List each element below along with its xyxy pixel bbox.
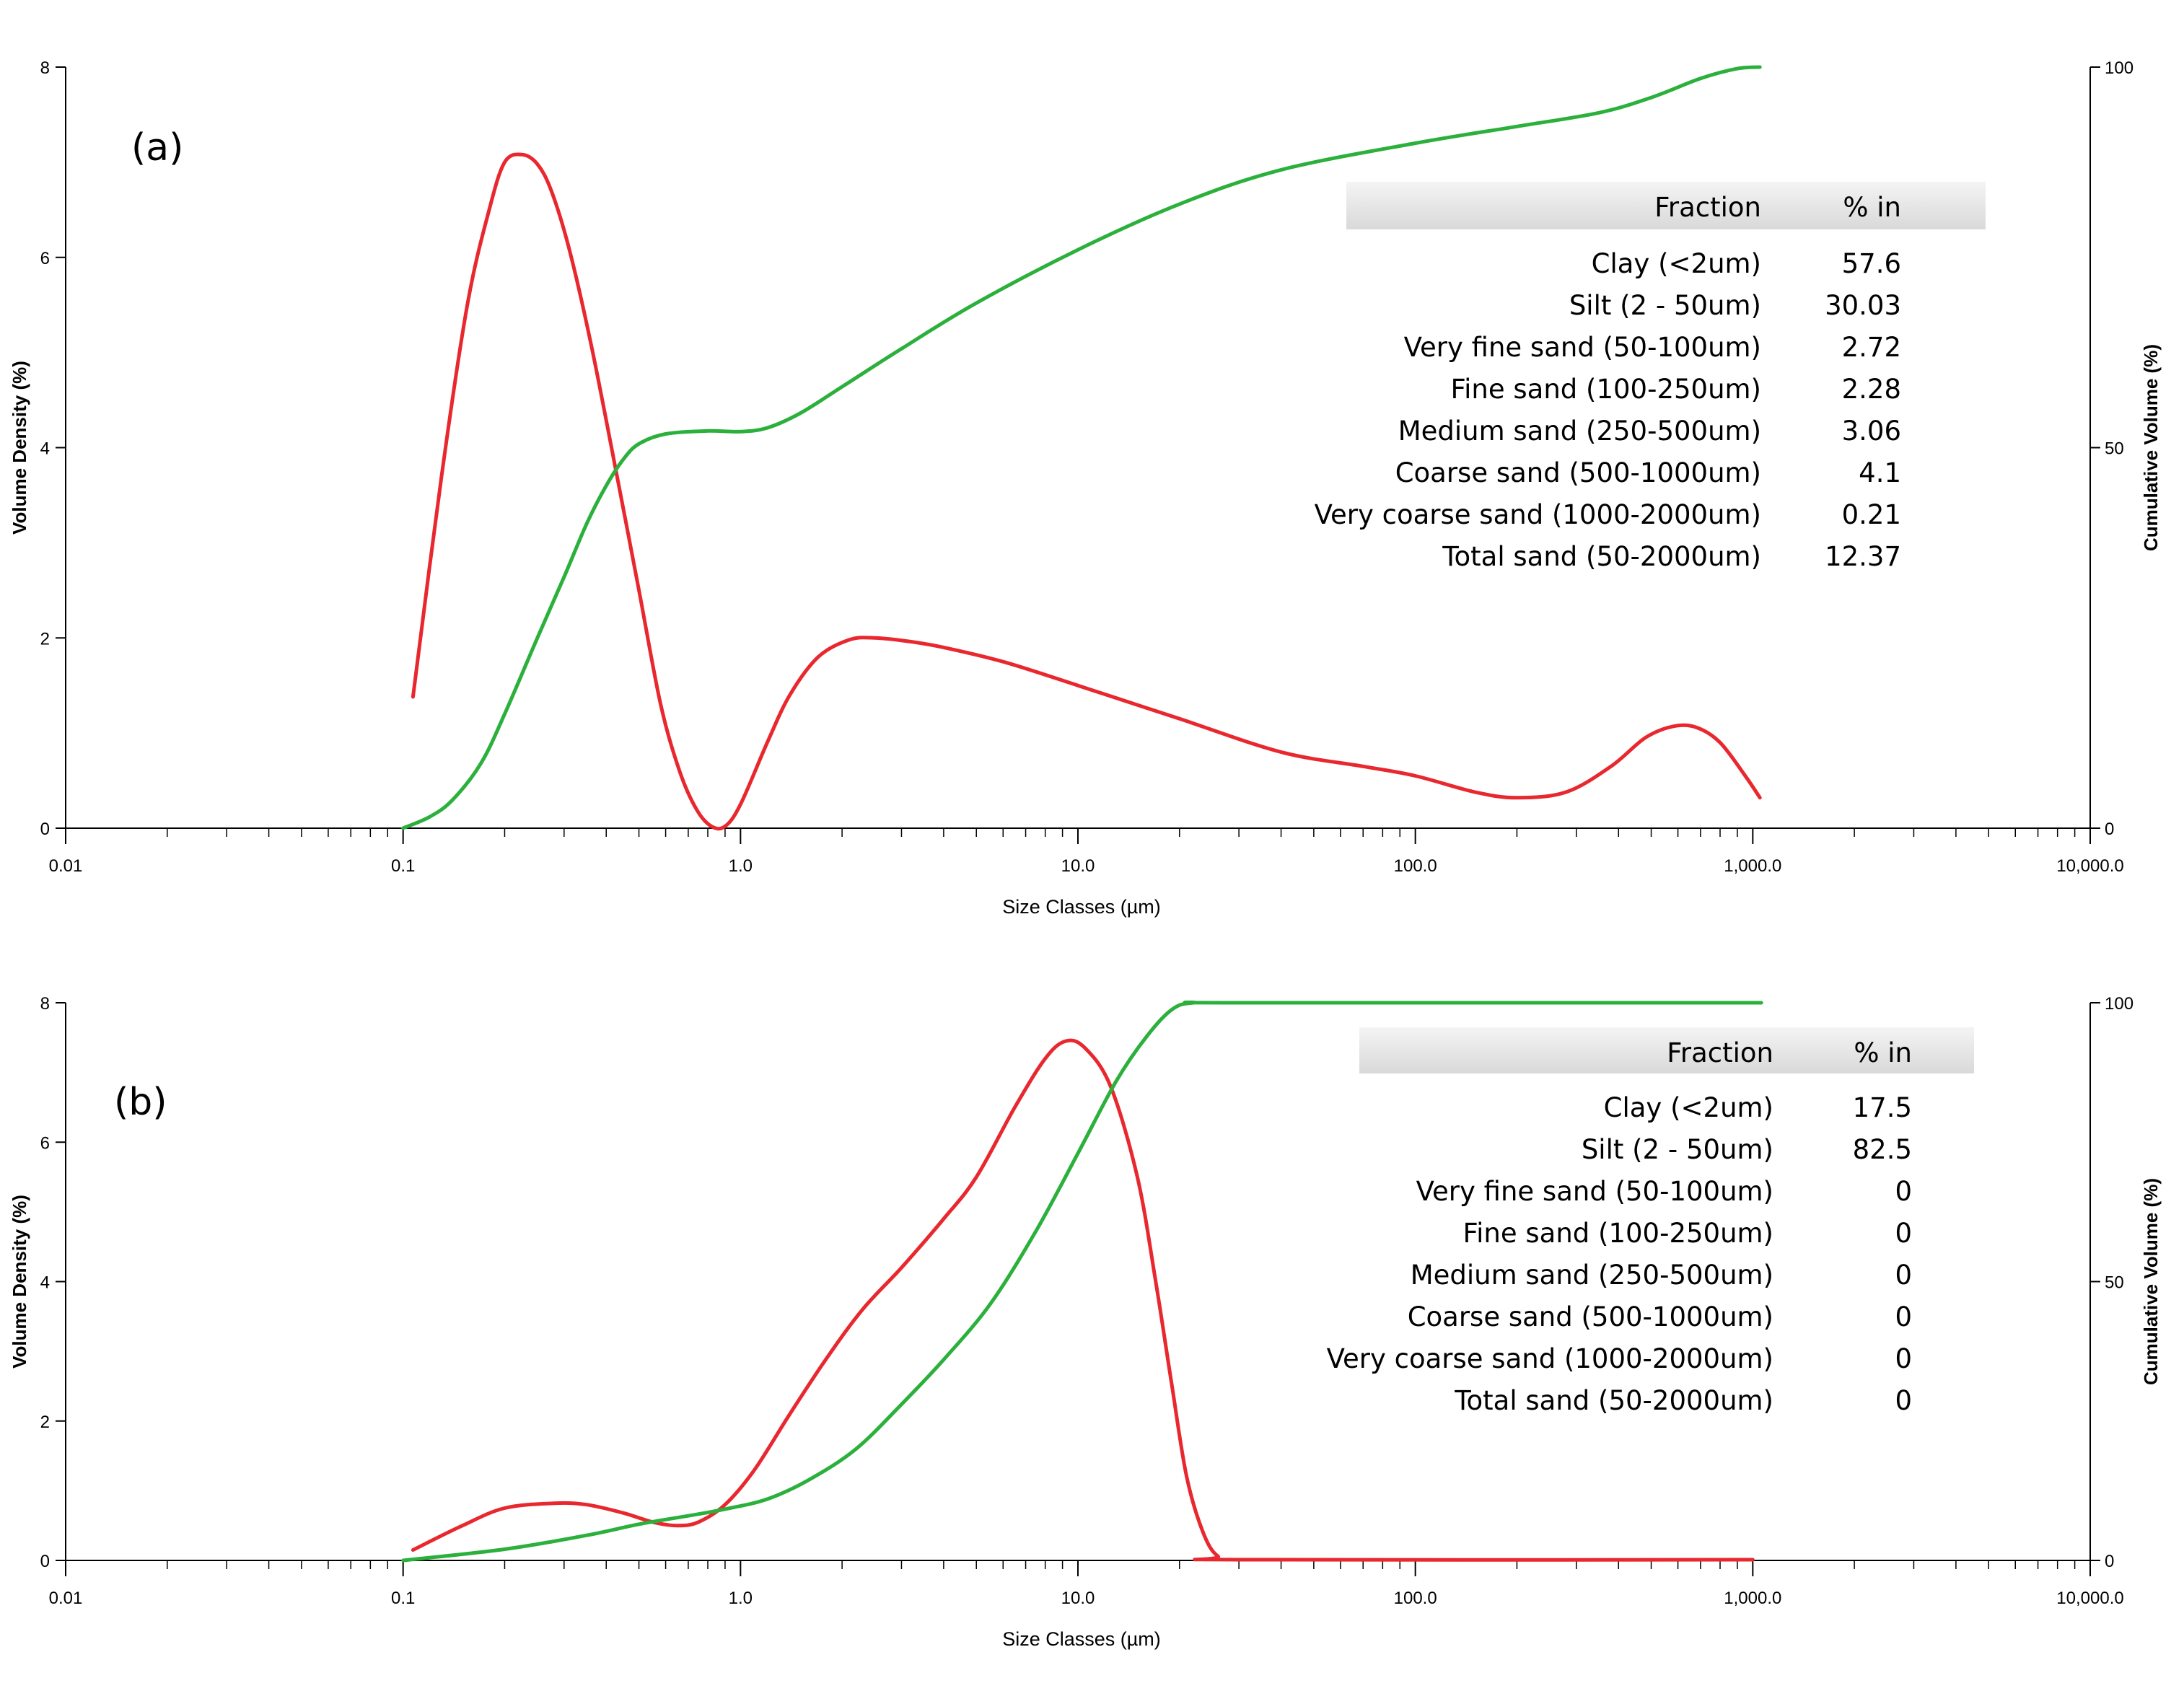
table-row-fraction: Silt (2 - 50um) xyxy=(1569,290,1761,321)
y-left-axis-title: Volume Density (%) xyxy=(9,1195,30,1369)
x-tick-label: 0.1 xyxy=(391,856,415,876)
table-row-value: 0 xyxy=(1895,1260,1912,1291)
x-tick-label: 10,000.0 xyxy=(2056,1589,2123,1608)
table-row-fraction: Silt (2 - 50um) xyxy=(1582,1134,1773,1165)
y-left-tick-label: 6 xyxy=(40,1133,50,1153)
table-row-fraction: Coarse sand (500-1000um) xyxy=(1408,1301,1773,1332)
table-header-fraction: Fraction xyxy=(1654,192,1761,223)
table-row-fraction: Medium sand (250-500um) xyxy=(1411,1260,1773,1291)
table-header-percent: % in xyxy=(1843,192,1901,223)
x-axis-title: Size Classes (µm) xyxy=(1002,1628,1161,1650)
table-row-value: 30.03 xyxy=(1825,290,1901,321)
table-header-bg xyxy=(1346,182,1986,229)
panel-label: (a) xyxy=(131,126,183,170)
volume-density-line xyxy=(411,1038,1755,1562)
y-left-tick-label: 8 xyxy=(40,994,50,1014)
volume-density-line xyxy=(411,152,1762,831)
x-tick-label: 0.01 xyxy=(49,856,83,876)
table-row-fraction: Clay (<2um) xyxy=(1604,1092,1773,1123)
y-left-tick-label: 4 xyxy=(40,1273,50,1293)
y-right-tick-label: 0 xyxy=(2105,820,2114,839)
table-row-fraction: Fine sand (100-250um) xyxy=(1463,1218,1773,1249)
table-row-fraction: Very fine sand (50-100um) xyxy=(1416,1176,1773,1207)
table-header-bg xyxy=(1359,1027,1974,1073)
table-row-fraction: Very coarse sand (1000-2000um) xyxy=(1327,1343,1773,1374)
table-row-value: 0 xyxy=(1895,1218,1912,1249)
x-tick-label: 100.0 xyxy=(1394,856,1437,876)
y-left-tick-label: 2 xyxy=(40,629,50,649)
y-left-tick-label: 0 xyxy=(40,1552,50,1571)
x-tick-label: 1.0 xyxy=(729,856,753,876)
y-right-axis-title: Cumulative Volume (%) xyxy=(2140,344,2162,551)
y-left-tick-label: 0 xyxy=(40,820,50,839)
x-tick-label: 1,000.0 xyxy=(1724,1589,1781,1608)
y-left-axis-title: Volume Density (%) xyxy=(9,361,30,535)
table-row-value: 0 xyxy=(1895,1385,1912,1416)
chart-panel-a: 0.01 0.1 1.0 10.0 100.0 1,000.0 10,000.0 0 2 4 6 8 0… xyxy=(9,58,2162,918)
table-row-value: 17.5 xyxy=(1853,1092,1912,1123)
table-header-percent: % in xyxy=(1854,1037,1912,1068)
x-tick-label: 100.0 xyxy=(1394,1589,1437,1608)
table-row-value: 0 xyxy=(1895,1301,1912,1332)
x-axis-title: Size Classes (µm) xyxy=(1002,896,1161,918)
table-row-value: 0.21 xyxy=(1842,499,1901,530)
x-tick-label: 0.1 xyxy=(391,1589,415,1608)
y-right-tick-label: 100 xyxy=(2105,994,2133,1014)
y-left-tick-label: 8 xyxy=(40,58,50,78)
fraction-table: Fraction % in Clay (<2um) 57.6 Silt (2 - 50u… xyxy=(1315,182,1986,572)
x-tick-label: 10.0 xyxy=(1061,1589,1095,1608)
cumulative-volume-line xyxy=(401,65,1762,830)
table-row-value: 57.6 xyxy=(1842,248,1901,279)
x-tick-label: 10,000.0 xyxy=(2056,856,2123,876)
y-right-axis-title: Cumulative Volume (%) xyxy=(2140,1178,2162,1385)
y-left-tick-label: 6 xyxy=(40,249,50,268)
y-left-tick-label: 4 xyxy=(40,439,50,459)
y-right-tick-label: 50 xyxy=(2105,1273,2124,1293)
x-tick-label: 10.0 xyxy=(1061,856,1095,876)
chart-panel-b: 0.01 0.1 1.0 10.0 100.0 1,000.0 10,000.0 0 2 4 6 8 0… xyxy=(9,994,2162,1650)
table-header-fraction: Fraction xyxy=(1667,1037,1773,1068)
table-row-value: 2.28 xyxy=(1842,374,1901,405)
fraction-table: Fraction % in Clay (<2um) 17.5 Silt (2 - 50u… xyxy=(1327,1027,1974,1416)
table-row-fraction: Very coarse sand (1000-2000um) xyxy=(1315,499,1761,530)
table-row-value: 2.72 xyxy=(1842,332,1901,363)
table-row-value: 3.06 xyxy=(1842,416,1901,447)
x-tick-label: 1.0 xyxy=(729,1589,753,1608)
cumulative-volume-line xyxy=(401,1000,1763,1563)
table-row-value: 4.1 xyxy=(1859,457,1901,488)
table-row-fraction: Medium sand (250-500um) xyxy=(1398,416,1761,447)
y-left-tick-label: 2 xyxy=(40,1413,50,1432)
table-row-value: 0 xyxy=(1895,1343,1912,1374)
panel-label: (b) xyxy=(114,1081,167,1124)
y-right-tick-label: 50 xyxy=(2105,439,2124,459)
y-right-tick-label: 0 xyxy=(2105,1552,2114,1571)
y-right-tick-label: 100 xyxy=(2105,58,2133,78)
table-row-value: 82.5 xyxy=(1853,1134,1912,1165)
table-row-value: 12.37 xyxy=(1825,541,1901,572)
x-tick-label: 0.01 xyxy=(49,1589,83,1608)
table-row-fraction: Coarse sand (500-1000um) xyxy=(1395,457,1761,488)
table-row-fraction: Very fine sand (50-100um) xyxy=(1404,332,1761,363)
x-tick-label: 1,000.0 xyxy=(1724,856,1781,876)
table-row-fraction: Clay (<2um) xyxy=(1592,248,1761,279)
table-row-value: 0 xyxy=(1895,1176,1912,1207)
table-row-fraction: Fine sand (100-250um) xyxy=(1451,374,1761,405)
table-row-fraction: Total sand (50-2000um) xyxy=(1454,1385,1773,1416)
table-row-fraction: Total sand (50-2000um) xyxy=(1442,541,1761,572)
